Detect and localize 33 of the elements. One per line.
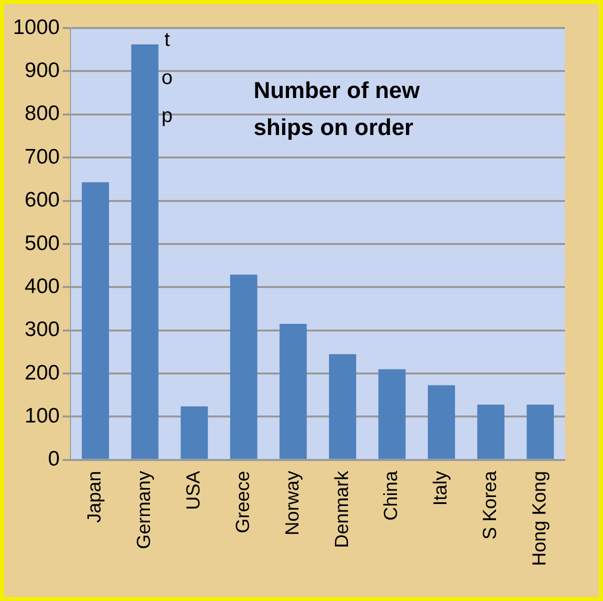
bar xyxy=(131,44,158,459)
x-tick-label: Italy xyxy=(430,470,452,506)
y-tick-label: 500 xyxy=(24,232,60,255)
bar xyxy=(82,182,110,459)
bar xyxy=(328,354,356,459)
text: Number of new ships on order xyxy=(254,76,420,140)
y-tick-label: 1000 xyxy=(13,16,60,39)
x-tick-label: USA xyxy=(184,470,205,510)
y-tick-label: 0 xyxy=(48,448,60,471)
x-tick-label: Denmark xyxy=(332,470,353,548)
x-tick-label: Hong Kong xyxy=(530,470,551,566)
y-tick-label: 300 xyxy=(24,318,60,342)
x-tick-label: Germany xyxy=(134,470,156,550)
bar xyxy=(477,404,504,459)
bar xyxy=(230,274,258,459)
bar xyxy=(428,385,456,459)
x-tick-label: Norway xyxy=(282,470,304,536)
y-tick-label: 400 xyxy=(24,274,60,298)
y-tick-label: 200 xyxy=(24,361,60,384)
y-tick-label: 100 xyxy=(24,404,60,428)
x-tick-label: Greece xyxy=(232,470,254,534)
bar xyxy=(280,324,307,459)
y-tick-label: 600 xyxy=(24,188,60,212)
y-tick-label: 800 xyxy=(24,102,60,126)
x-tick-label: S Korea xyxy=(480,470,502,540)
y-tick-label: 700 xyxy=(24,145,60,168)
bar xyxy=(378,369,406,459)
y-tick-label: 900 xyxy=(24,58,60,82)
annotation: top xyxy=(162,28,173,127)
bar xyxy=(180,406,208,459)
x-tick-label: China xyxy=(381,470,402,521)
x-tick-label: Japan xyxy=(84,470,106,523)
bar xyxy=(526,404,554,459)
